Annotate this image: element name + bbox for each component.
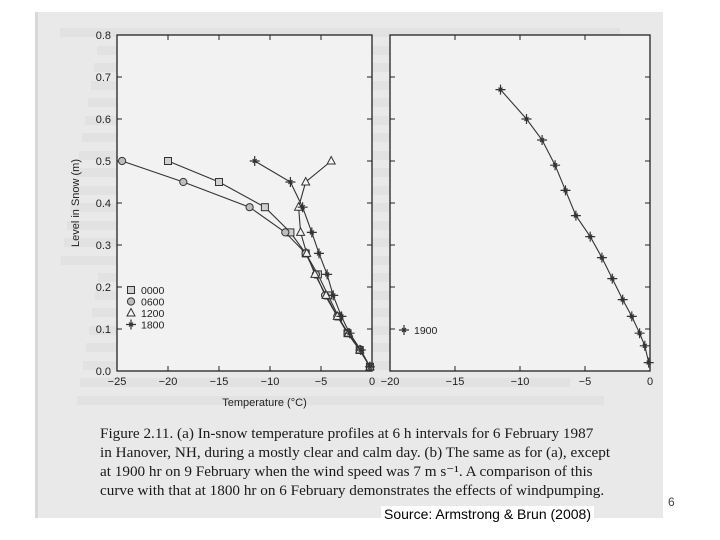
data-point-1800 — [306, 227, 317, 238]
data-point-1800 — [344, 328, 355, 339]
caption-line-1: Figure 2.11. (a) In-snow temperature pro… — [100, 425, 594, 442]
x-tick-label: −10 — [261, 376, 280, 388]
series-1900 — [495, 84, 654, 368]
y-tick-label: 0.0 — [96, 366, 111, 378]
x-tick-label: −25 — [108, 376, 127, 388]
chart-panel-b: −20 −15 −10 −5 0 1900 — [381, 34, 654, 388]
data-point-1200 — [300, 176, 311, 186]
chart-panel-a: −25 −20 −15 −10 −5 0 0.0 0.1 0.2 0.3 0.4 0.5 0.6 0.7 0… — [70, 30, 375, 409]
data-point-1800 — [249, 156, 260, 166]
data-point-1900 — [607, 273, 618, 284]
legend-marker-1200 — [126, 307, 136, 317]
legend-label-1200: 1200 — [141, 308, 165, 320]
data-point-1900 — [639, 340, 650, 351]
legend-marker-0600 — [126, 297, 136, 306]
y-tick-label: 0.7 — [96, 72, 111, 84]
data-point-1800 — [285, 177, 296, 187]
data-point-1900 — [643, 357, 654, 368]
data-point-1200 — [293, 201, 304, 211]
x-tick-label: −15 — [446, 376, 465, 388]
data-point-1900 — [596, 252, 607, 263]
data-point-0000 — [260, 203, 269, 212]
caption-line-4: curve with that at 1800 hr on 6 February… — [100, 482, 605, 499]
data-point-1900 — [550, 160, 561, 171]
bleed-line — [60, 28, 620, 37]
data-point-1900 — [585, 231, 596, 242]
caption-line-2: in Hanover, NH, during a mostly clear an… — [100, 444, 611, 461]
data-point-0000 — [215, 178, 223, 186]
legend-marker-1800 — [126, 319, 136, 330]
source-credit: Source: Armstrong & Brun (2008) — [381, 506, 594, 522]
legend-label-1900: 1900 — [414, 325, 438, 337]
y-tick-label: 0.2 — [96, 282, 111, 294]
data-point-0600 — [245, 203, 254, 212]
legend-label-0600: 0600 — [141, 297, 165, 309]
x-axis-label: Temperature (°C) — [222, 397, 306, 409]
series-1800 — [249, 156, 375, 372]
data-point-1800 — [364, 361, 375, 372]
caption-line-3: at 1900 hr on 9 February when the wind s… — [100, 463, 593, 480]
bleed-line — [77, 395, 604, 405]
data-point-1800 — [313, 248, 324, 259]
data-point-1200 — [326, 155, 337, 165]
x-tick-label: −20 — [159, 376, 178, 388]
bleed-line — [80, 378, 570, 387]
x-tick-label: −10 — [511, 376, 530, 388]
data-point-0000 — [164, 157, 172, 165]
data-point-1200 — [321, 289, 331, 299]
scan-edge — [35, 12, 38, 518]
data-point-1200 — [295, 226, 306, 236]
plot-frame-a — [116, 34, 373, 372]
data-point-1900 — [537, 135, 548, 145]
x-tick-label: −5 — [579, 376, 592, 388]
data-point-0600 — [179, 177, 188, 187]
series-line-1900 — [500, 89, 650, 363]
x-tick-label: −5 — [315, 376, 328, 388]
y-tick-label: 0.6 — [96, 114, 111, 126]
legend-marker-1900 — [399, 325, 409, 335]
x-tick-label: 0 — [647, 376, 653, 388]
data-point-1900 — [560, 185, 571, 196]
data-point-1800 — [297, 202, 308, 213]
y-tick-label: 0.4 — [96, 198, 111, 210]
y-axis-label: Level in Snow (m) — [70, 159, 82, 247]
legend-label-1800: 1800 — [141, 320, 165, 332]
data-point-1200 — [332, 310, 343, 320]
x-tick-label: −20 — [381, 376, 400, 388]
x-tick-label: 0 — [369, 376, 375, 388]
data-point-1800 — [328, 290, 339, 301]
y-tick-label: 0.8 — [96, 30, 111, 42]
y-tick-label: 0.3 — [96, 240, 111, 252]
legend-marker-0000 — [127, 286, 135, 294]
data-point-1900 — [495, 84, 506, 95]
data-point-1900 — [617, 294, 628, 305]
data-point-1200 — [310, 268, 320, 278]
y-tick-label: 0.5 — [96, 156, 111, 168]
data-point-1800 — [355, 345, 366, 355]
data-point-1900 — [570, 210, 581, 221]
plot-frame-b — [389, 34, 651, 372]
data-point-1900 — [634, 328, 645, 339]
x-tick-label: −15 — [210, 376, 229, 388]
data-point-0600 — [281, 228, 290, 237]
data-point-1900 — [521, 114, 532, 124]
data-point-1200 — [301, 247, 312, 257]
legend-label-0000: 0000 — [141, 285, 165, 297]
data-point-1800 — [336, 311, 347, 322]
page-number: 6 — [668, 495, 675, 509]
y-tick-label: 0.1 — [96, 324, 111, 336]
data-point-1900 — [626, 311, 637, 322]
figure-caption: Figure 2.11. (a) In-snow temperature pro… — [100, 424, 640, 500]
data-point-1800 — [322, 269, 333, 280]
data-point-0600 — [118, 156, 127, 166]
